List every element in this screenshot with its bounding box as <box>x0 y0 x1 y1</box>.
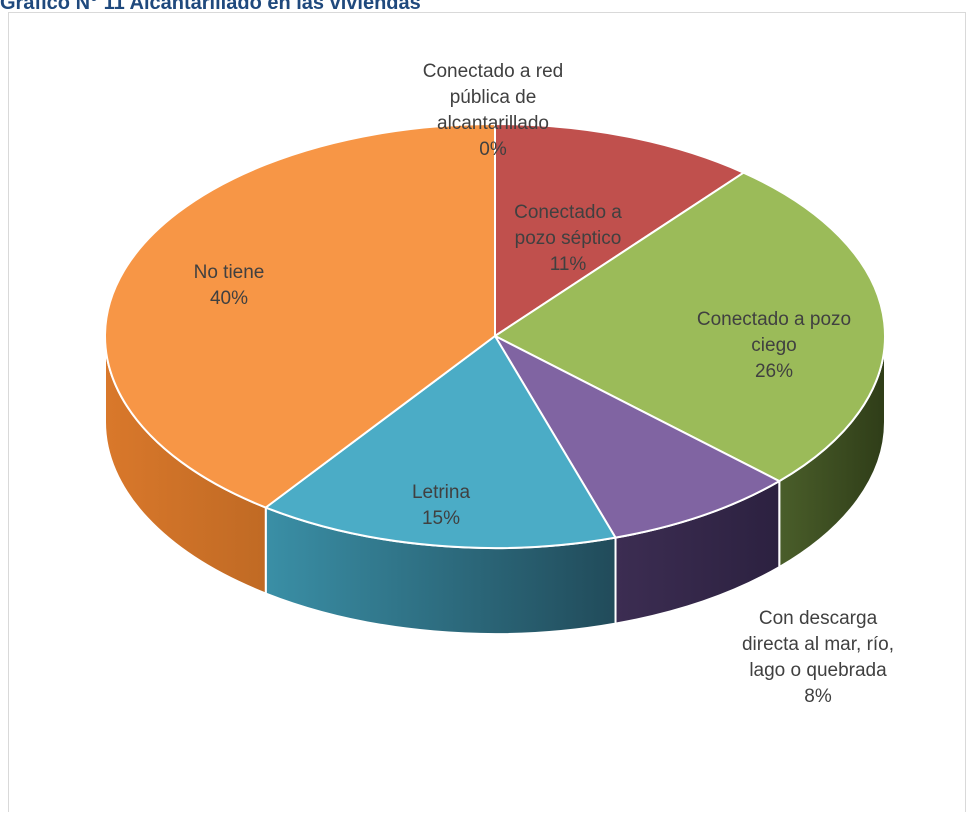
page-title: Gráfico N° 11 Alcantarillado en las vivi… <box>0 0 421 14</box>
pie-slices <box>104 123 886 549</box>
pie-slice-conectado-a-pozo-ciego <box>494 171 886 483</box>
data-label-letrina: Letrina 15% <box>412 482 471 529</box>
pie-slice-conectado-a-pozo-septico <box>494 123 745 337</box>
pie-slice-con-descarga-directa-al-mar-rio-lago-o-quebrada <box>494 335 781 539</box>
data-label-conectado-a-pozo-septico: Conectado a pozo séptico 11% <box>514 202 622 275</box>
pie-slice-letrina <box>264 335 617 549</box>
data-label-con-descarga-directa-al-mar-rio-lago-o-quebrada: Con descarga directa al mar, río, lago o q… <box>742 608 894 707</box>
data-label-conectado-a-pozo-ciego: Conectado a pozo ciego 26% <box>697 309 851 382</box>
chart-frame <box>8 12 966 812</box>
pie-labels: Conectado a red pública de alcantarillado 0… <box>194 61 894 707</box>
data-label-conectado-a-red-publica-de-alcantarillado: Conectado a red pública de alcantarillado 0… <box>423 61 564 160</box>
pie-sides <box>104 335 886 635</box>
data-label-no-tiene: No tiene 40% <box>194 262 265 309</box>
pie-slice-no-tiene <box>104 123 496 509</box>
